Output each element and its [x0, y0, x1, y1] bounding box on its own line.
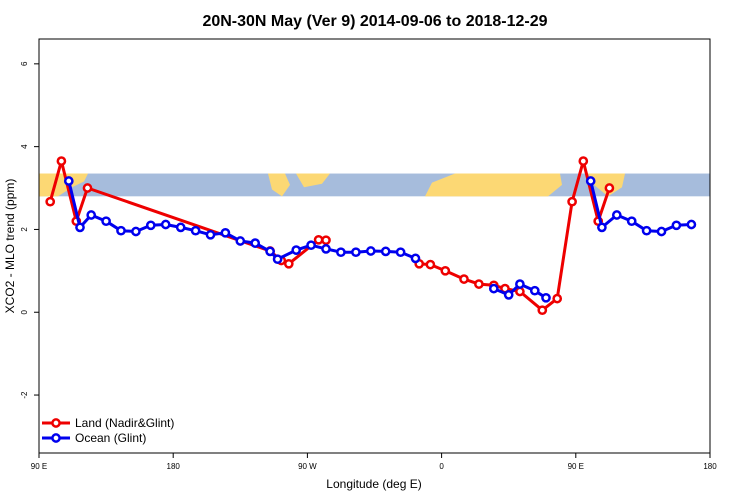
data-point — [75, 222, 85, 233]
y-tick-label: 2 — [20, 227, 29, 232]
legend-item: Ocean (Glint) — [42, 431, 146, 445]
x-tick-label: 90 E — [31, 462, 47, 471]
legend-label: Land (Nadir&Glint) — [75, 416, 174, 430]
data-point — [578, 156, 589, 166]
data-point — [604, 183, 615, 193]
data-point — [283, 258, 294, 269]
x-tick-label: 180 — [167, 462, 181, 471]
data-point — [671, 220, 682, 231]
data-point — [291, 245, 302, 255]
data-point — [321, 244, 331, 254]
data-point — [265, 246, 275, 257]
legend-marker — [51, 418, 61, 428]
data-point — [63, 176, 74, 186]
data-point — [56, 156, 67, 166]
data-point — [313, 234, 324, 245]
data-point — [537, 305, 548, 316]
data-point — [656, 226, 667, 237]
x-axis-ticks: 90 E 180 90 W 0 90 E 180 — [31, 453, 717, 471]
data-point — [529, 285, 540, 296]
data-point — [101, 216, 111, 227]
data-point — [220, 227, 231, 238]
data-point — [175, 222, 186, 233]
series-layer — [45, 156, 697, 316]
data-point — [611, 210, 622, 220]
data-point — [567, 196, 577, 207]
data-point — [474, 279, 484, 289]
data-point — [116, 225, 126, 236]
data-point — [541, 292, 551, 303]
series-1 — [63, 176, 697, 303]
data-point — [410, 253, 421, 264]
data-point — [459, 274, 469, 284]
data-point — [552, 293, 563, 304]
data-point — [235, 236, 246, 246]
data-point — [641, 225, 652, 236]
data-point — [365, 246, 376, 256]
data-point — [336, 247, 346, 258]
data-point — [321, 235, 331, 246]
data-point — [597, 222, 607, 233]
data-point — [190, 225, 201, 236]
y-tick-label: 6 — [20, 61, 29, 66]
data-point — [515, 286, 525, 297]
map-strip — [39, 173, 710, 197]
data-point — [145, 220, 156, 231]
data-point — [205, 229, 216, 240]
chart-title: 20N-30N May (Ver 9) 2014-09-06 to 2018-1… — [202, 13, 547, 30]
map-land-3 — [425, 173, 562, 197]
data-point — [250, 238, 261, 248]
map-land-0 — [39, 173, 88, 197]
legend: Land (Nadir&Glint)Ocean (Glint) — [42, 416, 174, 445]
data-point — [515, 279, 525, 289]
data-point — [45, 196, 56, 207]
x-axis-label: Longitude (deg E) — [326, 477, 421, 491]
y-axis-label: XCO2 - MLO trend (ppm) — [3, 179, 17, 314]
y-axis-ticks: -2 0 2 4 6 — [20, 61, 39, 399]
data-point — [82, 183, 93, 193]
data-point — [585, 176, 596, 186]
data-point — [160, 219, 171, 230]
y-tick-label: 4 — [20, 144, 29, 149]
data-point — [503, 290, 514, 300]
x-tick-label: 90 E — [568, 462, 584, 471]
legend-marker — [51, 433, 61, 443]
data-point — [131, 226, 141, 237]
data-point — [440, 265, 451, 276]
map-land-2 — [296, 173, 330, 188]
plot-frame — [38, 38, 711, 454]
data-point — [351, 247, 361, 258]
data-point — [626, 216, 637, 227]
legend-item: Land (Nadir&Glint) — [42, 416, 174, 430]
data-point — [380, 246, 391, 257]
data-point — [686, 219, 697, 230]
data-point — [425, 259, 436, 270]
x-tick-label: 0 — [439, 462, 444, 471]
x-tick-label: 90 W — [298, 462, 317, 471]
data-point — [306, 240, 316, 251]
y-tick-label: 0 — [20, 309, 29, 314]
legend-label: Ocean (Glint) — [75, 431, 146, 445]
data-point — [488, 283, 499, 294]
data-point — [86, 210, 97, 220]
data-point — [272, 254, 283, 265]
y-tick-label: -2 — [20, 391, 29, 399]
x-tick-label: 180 — [703, 462, 717, 471]
data-point — [395, 247, 406, 258]
map-land-1 — [268, 173, 290, 197]
